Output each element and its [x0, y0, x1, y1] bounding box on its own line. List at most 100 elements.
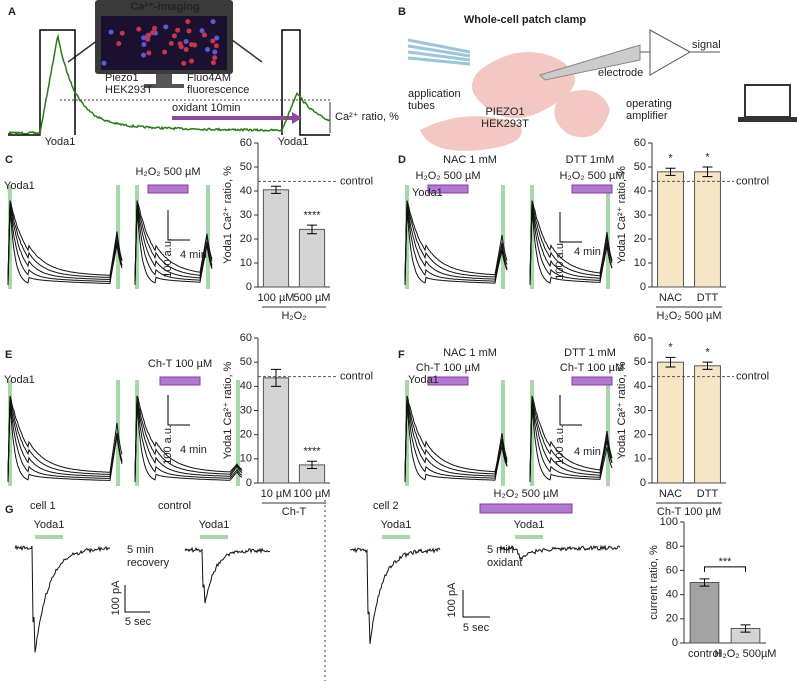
cell-dot	[141, 52, 147, 58]
stim-bar	[501, 380, 505, 486]
y-tick-label: 20	[634, 429, 646, 441]
stim-bar	[8, 380, 12, 486]
amplifier	[649, 29, 692, 76]
trace	[7, 399, 123, 479]
significance: *	[705, 346, 710, 358]
y-tick-label: 0	[640, 477, 646, 489]
y-tick-label: 0	[640, 281, 646, 293]
oxidant-bar	[427, 376, 469, 386]
label: H₂O₂ 500 µM	[559, 170, 624, 182]
label: 5 min	[487, 544, 514, 556]
y-tick-label: 50	[634, 161, 646, 173]
label: NAC 1 mM	[443, 347, 497, 359]
trace	[134, 401, 243, 481]
oxidant-bar	[159, 376, 201, 386]
cell-dot	[181, 60, 187, 66]
y-tick-label: 60	[240, 137, 252, 149]
trace	[404, 403, 508, 483]
trace	[134, 202, 213, 280]
reference-label: control	[736, 371, 769, 383]
trace	[529, 403, 613, 483]
bar	[657, 171, 684, 288]
y-tick-label: 30	[634, 209, 646, 221]
label: cell 1	[30, 500, 56, 512]
cell-dot	[146, 50, 152, 56]
oxidant-bar	[147, 184, 189, 194]
trace	[404, 202, 508, 280]
y-tick-label: 0	[246, 281, 252, 293]
trace	[404, 395, 508, 475]
label: Yoda1	[4, 180, 35, 192]
y-tick-label: 60	[240, 332, 252, 344]
trace	[134, 208, 213, 286]
cell-dot	[185, 19, 191, 25]
scale-bar	[559, 395, 582, 426]
stim-bar	[206, 185, 210, 289]
label: 4 min	[180, 444, 207, 456]
trace	[7, 401, 123, 481]
label: application	[408, 88, 461, 100]
label: tubes	[408, 100, 435, 112]
yoda1-bar	[200, 535, 228, 539]
trace	[529, 395, 613, 475]
cell-dot	[108, 29, 114, 35]
label: Yoda1	[4, 374, 35, 386]
cell-dot	[210, 38, 216, 44]
y-tick-label: 0	[246, 477, 252, 489]
cell-dot	[116, 41, 122, 47]
y-tick-label: 80	[666, 540, 678, 552]
cell-dot	[201, 32, 207, 38]
y-tick-label: 30	[240, 209, 252, 221]
cell-dot	[186, 28, 192, 34]
label: 4 min	[180, 249, 207, 261]
cell-dot	[183, 47, 189, 53]
label: H₂O₂ 500 µM	[493, 488, 558, 500]
significance: *	[668, 342, 673, 354]
oxidant-bar	[571, 184, 613, 194]
trace	[7, 204, 123, 282]
x-tick-label: 500 µM	[294, 292, 331, 304]
label: H₂O₂ 500 µM	[135, 166, 200, 178]
current-trace	[499, 544, 621, 560]
stim-bar	[405, 380, 409, 486]
cell-dot	[162, 49, 168, 55]
scale-bar	[462, 590, 490, 618]
cell-dot	[183, 38, 189, 44]
bracket	[704, 566, 746, 572]
y-tick-label: 10	[634, 453, 646, 465]
bar	[689, 582, 720, 644]
y-tick-label: 50	[240, 161, 252, 173]
label: 5 sec	[463, 622, 490, 634]
y-tick-label: 50	[634, 356, 646, 368]
y-axis-label: Yoda1 Ca²⁺ ratio, %	[616, 166, 628, 264]
label: 4 min	[574, 246, 601, 258]
label: Ca²⁺ ratio, %	[335, 111, 399, 123]
trace	[404, 200, 508, 278]
trace	[529, 397, 613, 477]
reference-label: control	[736, 175, 769, 187]
cell-dot	[136, 26, 142, 32]
label: Fluo4AM	[187, 72, 231, 84]
y-axis-label: Yoda1 Ca²⁺ ratio, %	[222, 361, 234, 459]
x-tick-label: 100 µM	[294, 488, 331, 500]
cell-dot	[214, 35, 220, 41]
label: Yoda1	[278, 136, 309, 148]
cell-dot	[212, 49, 218, 55]
laptop-base	[738, 117, 797, 122]
cell-dot	[119, 30, 125, 36]
label: HEK293T	[105, 84, 153, 96]
label: Ch-T 100 µM	[416, 362, 480, 374]
trace	[134, 399, 243, 479]
y-tick-label: 40	[240, 380, 252, 392]
y-tick-label: 40	[240, 185, 252, 197]
cell-dot	[150, 30, 156, 36]
significance: ****	[303, 445, 321, 457]
label: Yoda1	[412, 187, 443, 199]
trace	[529, 208, 613, 286]
label: DTT 1 mM	[564, 347, 616, 359]
significance: *	[668, 153, 673, 165]
x-axis-label: H₂O₂ 500 µM	[656, 310, 721, 322]
trace	[404, 208, 508, 286]
scale-bar	[167, 210, 190, 241]
stimulus	[8, 29, 330, 136]
